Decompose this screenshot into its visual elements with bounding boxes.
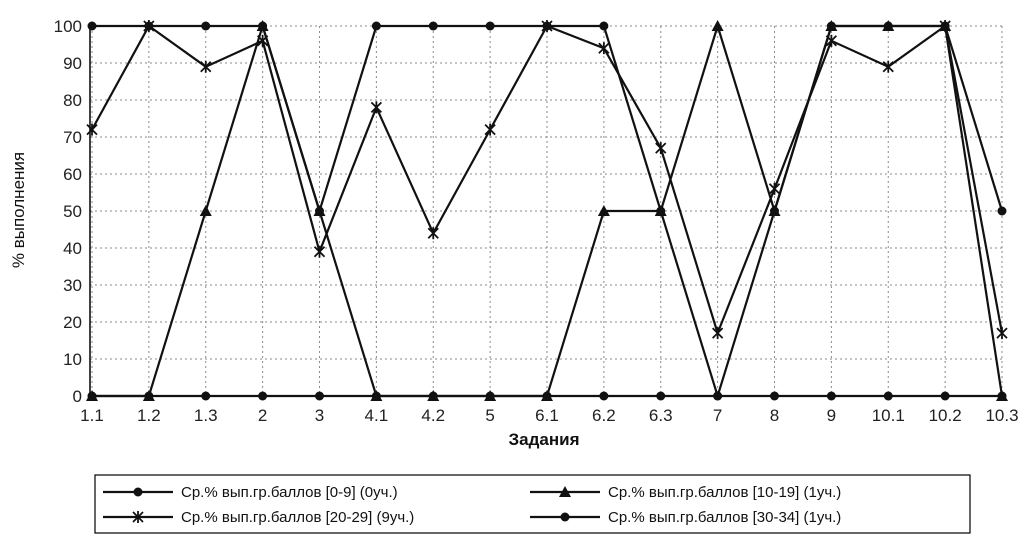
legend-label: Ср.% вып.гр.баллов [10-19] (1уч.): [608, 484, 841, 501]
data-point: [826, 21, 836, 31]
data-point: [940, 21, 950, 31]
data-point: [371, 21, 381, 31]
y-tick-label: 20: [63, 313, 82, 332]
legend-marker: [132, 511, 144, 523]
y-tick-label: 100: [54, 17, 82, 36]
x-tick-label: 1.2: [137, 406, 161, 425]
x-tick-label: 2: [258, 406, 267, 425]
data-point: [940, 391, 950, 401]
data-point: [656, 391, 666, 401]
data-point: [370, 101, 383, 114]
data-point: [144, 21, 154, 31]
legend-label: Ср.% вып.гр.баллов [0-9] (0уч.): [181, 484, 398, 501]
data-point: [142, 390, 155, 401]
x-axis-title: Задания: [509, 430, 580, 449]
data-point: [711, 327, 724, 340]
data-point: [656, 206, 666, 216]
data-point: [996, 327, 1008, 340]
x-tick-label: 8: [770, 406, 779, 425]
data-point: [200, 60, 212, 73]
data-point: [770, 391, 779, 401]
data-point: [542, 21, 552, 31]
y-tick-label: 60: [63, 165, 82, 184]
x-tick-label: 9: [827, 406, 836, 425]
x-tick-label: 7: [713, 406, 722, 425]
y-tick-label: 0: [73, 387, 82, 406]
y-axis-title: % выполнения: [9, 152, 28, 268]
x-tick-label: 10.1: [872, 406, 905, 425]
x-tick-label: 10.3: [985, 406, 1018, 425]
x-tick-label: 4.1: [365, 406, 389, 425]
x-tick-label: 6.3: [649, 406, 673, 425]
data-point: [87, 21, 97, 31]
data-point: [713, 391, 723, 401]
data-point: [86, 123, 98, 136]
data-point: [199, 205, 212, 216]
x-tick-label: 1.1: [80, 406, 104, 425]
legend-entry: Ср.% вып.гр.баллов [0-9] (0уч.): [103, 484, 398, 501]
legend: Ср.% вып.гр.баллов [0-9] (0уч.) Ср.% вып.…: [94, 474, 971, 534]
legend-entry: Ср.% вып.гр.баллов [30-34] (1уч.): [530, 509, 841, 526]
data-point: [599, 391, 609, 401]
y-tick-label: 50: [63, 202, 82, 221]
x-tick-label: 10.2: [929, 406, 962, 425]
legend-marker: [560, 512, 570, 522]
data-point: [883, 21, 893, 31]
y-tick-label: 40: [63, 239, 82, 258]
data-point: [484, 390, 497, 401]
data-point: [485, 21, 495, 31]
data-point: [427, 390, 440, 401]
legend-marker: [559, 486, 571, 497]
data-point: [428, 21, 438, 31]
x-tick-label: 6.1: [535, 406, 559, 425]
data-point: [826, 391, 836, 401]
data-point: [541, 390, 553, 401]
data-point: [370, 390, 383, 401]
legend-entry: Ср.% вып.гр.баллов [20-29] (9уч.): [103, 509, 414, 526]
data-point: [258, 21, 268, 31]
data-point: [655, 142, 667, 155]
data-point: [883, 391, 893, 401]
x-tick-label: 5: [485, 406, 494, 425]
data-point: [201, 391, 211, 401]
legend-box: [94, 474, 971, 534]
series-4: [87, 21, 1007, 401]
data-point: [598, 42, 610, 55]
data-point: [258, 391, 268, 401]
legend-marker: [133, 487, 143, 497]
data-point: [597, 205, 610, 216]
y-tick-label: 30: [63, 276, 82, 295]
data-point: [315, 206, 324, 216]
data-point: [882, 60, 894, 73]
data-point: [484, 123, 496, 136]
x-tick-label: 1.3: [194, 406, 218, 425]
series-lines: [86, 20, 1008, 401]
legend-entry: Ср.% вып.гр.баллов [10-19] (1уч.): [530, 484, 841, 501]
y-tick-label: 90: [63, 54, 82, 73]
y-tick-label: 70: [63, 128, 82, 147]
data-point: [599, 21, 609, 31]
data-point: [313, 245, 326, 258]
tick-labels: 0 10 20 30 40 50 60 70 80 90 100 1.1 1.2 1.3 2 3 4.1 4.2 5…: [54, 17, 1019, 425]
x-tick-label: 6.2: [592, 406, 616, 425]
legend-label: Ср.% вып.гр.баллов [20-29] (9уч.): [181, 509, 414, 526]
legend-label: Ср.% вып.гр.баллов [30-34] (1уч.): [608, 509, 841, 526]
data-point: [201, 21, 211, 31]
x-tick-label: 4.2: [421, 406, 445, 425]
data-point: [86, 390, 98, 401]
y-tick-label: 10: [63, 350, 82, 369]
x-tick-label: 3: [315, 406, 324, 425]
data-point: [711, 20, 724, 31]
data-point: [996, 390, 1008, 401]
y-tick-label: 80: [63, 91, 82, 110]
data-point: [997, 206, 1007, 216]
data-point: [770, 206, 779, 216]
data-point: [768, 182, 781, 195]
data-point: [427, 227, 439, 240]
data-point: [315, 391, 324, 401]
